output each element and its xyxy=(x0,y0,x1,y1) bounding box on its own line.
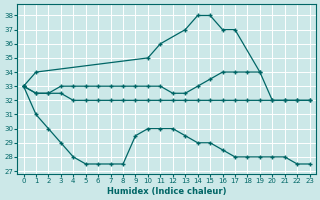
X-axis label: Humidex (Indice chaleur): Humidex (Indice chaleur) xyxy=(107,187,226,196)
